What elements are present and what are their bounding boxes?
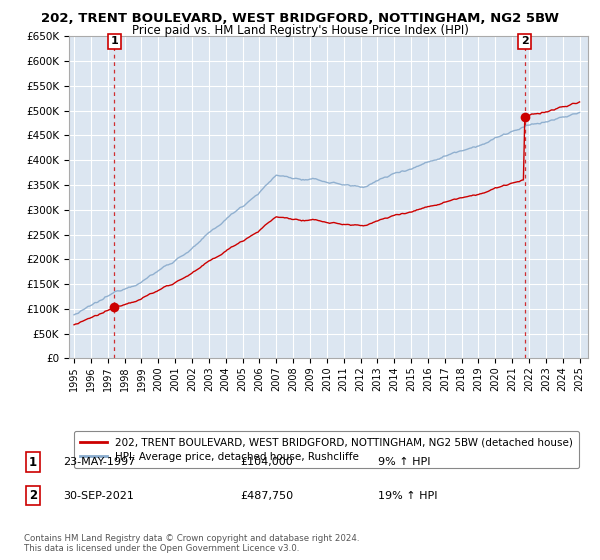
Text: Price paid vs. HM Land Registry's House Price Index (HPI): Price paid vs. HM Land Registry's House … [131,24,469,37]
Text: £487,750: £487,750 [240,491,293,501]
Text: 2: 2 [521,36,529,46]
Text: 19% ↑ HPI: 19% ↑ HPI [378,491,437,501]
Text: 23-MAY-1997: 23-MAY-1997 [63,457,135,467]
Text: 2: 2 [29,489,37,502]
Legend: 202, TRENT BOULEVARD, WEST BRIDGFORD, NOTTINGHAM, NG2 5BW (detached house), HPI:: 202, TRENT BOULEVARD, WEST BRIDGFORD, NO… [74,431,579,468]
Text: 202, TRENT BOULEVARD, WEST BRIDGFORD, NOTTINGHAM, NG2 5BW: 202, TRENT BOULEVARD, WEST BRIDGFORD, NO… [41,12,559,25]
Text: 1: 1 [110,36,118,46]
Text: 1: 1 [29,455,37,469]
Text: 30-SEP-2021: 30-SEP-2021 [63,491,134,501]
Text: £104,000: £104,000 [240,457,293,467]
Text: 9% ↑ HPI: 9% ↑ HPI [378,457,431,467]
Text: Contains HM Land Registry data © Crown copyright and database right 2024.
This d: Contains HM Land Registry data © Crown c… [24,534,359,553]
